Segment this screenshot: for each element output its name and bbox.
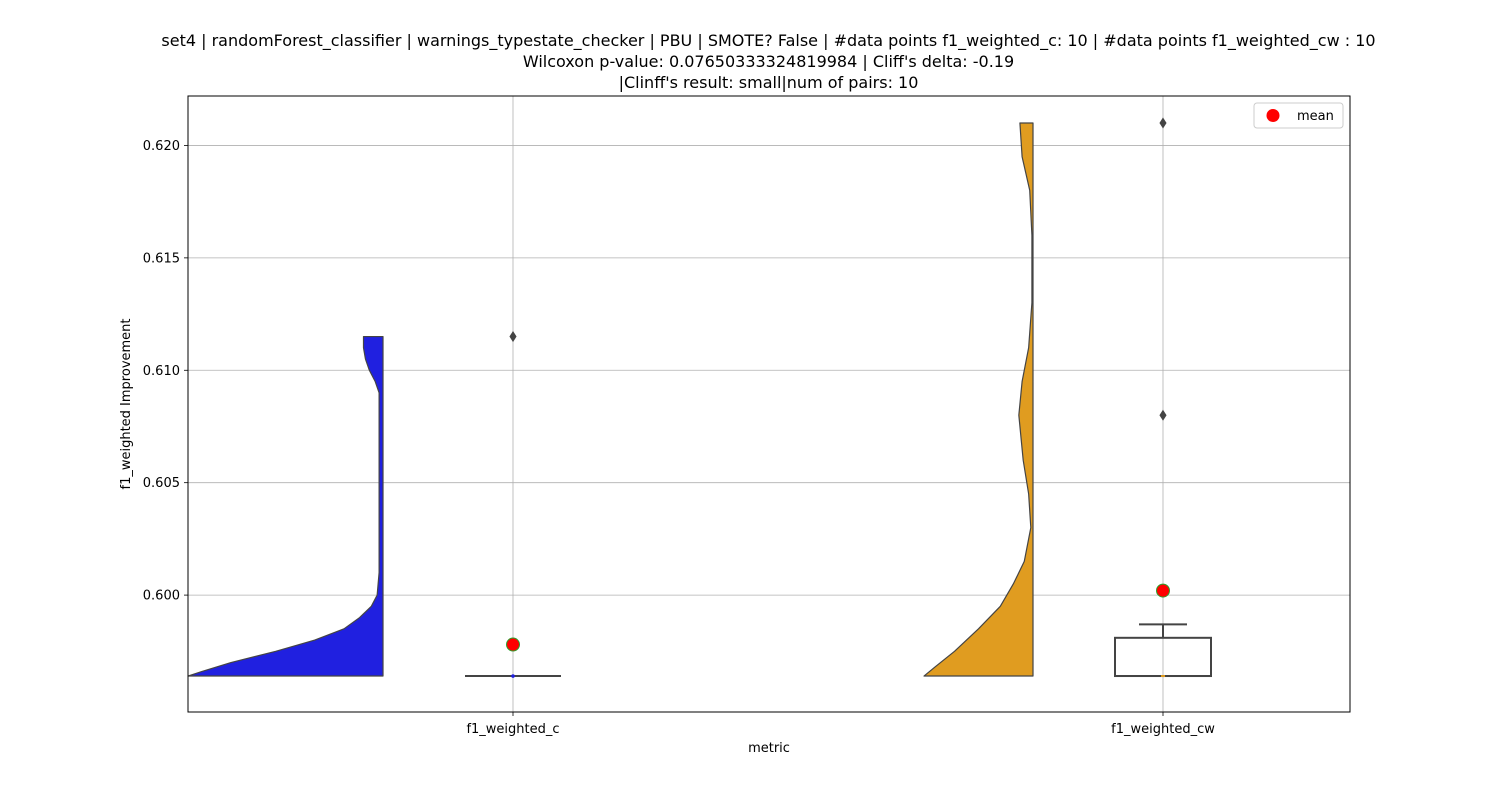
y-tick-label: 0.605 bbox=[143, 476, 180, 491]
chart-title-line-3: |Clinff's result: small|num of pairs: 10 bbox=[618, 73, 919, 92]
y-tick-label: 0.610 bbox=[143, 364, 180, 379]
x-tick-label: f1_weighted_cw bbox=[1111, 722, 1215, 737]
legend-mean-marker bbox=[1266, 109, 1280, 122]
y-tick-label: 0.600 bbox=[143, 589, 180, 604]
mean-point-f1_weighted_cw bbox=[1156, 583, 1170, 598]
y-axis-label: f1_weighted Improvement bbox=[119, 318, 134, 489]
y-tick-label: 0.615 bbox=[143, 251, 180, 266]
x-tick-label: f1_weighted_c bbox=[466, 722, 559, 737]
legend-label-mean: mean bbox=[1297, 109, 1334, 124]
median-mark bbox=[511, 674, 515, 678]
chart-title-line-1: set4 | randomForest_classifier | warning… bbox=[161, 31, 1376, 50]
outlier-point bbox=[1159, 409, 1167, 421]
chart-title: set4 | randomForest_classifier | warning… bbox=[0, 30, 1500, 93]
violin-f1_weighted_c bbox=[187, 335, 384, 677]
mean-point-f1_weighted_c bbox=[506, 637, 520, 652]
violin-f1_weighted_cw bbox=[923, 122, 1034, 677]
chart-title-line-2: Wilcoxon p-value: 0.07650333324819984 | … bbox=[522, 52, 1015, 71]
legend-box bbox=[1253, 102, 1344, 129]
outlier-point bbox=[509, 330, 517, 343]
x-axis-label: metric bbox=[748, 741, 790, 756]
outlier-point bbox=[1159, 117, 1167, 129]
plot-frame bbox=[187, 95, 1351, 713]
y-tick-label: 0.620 bbox=[143, 139, 180, 154]
